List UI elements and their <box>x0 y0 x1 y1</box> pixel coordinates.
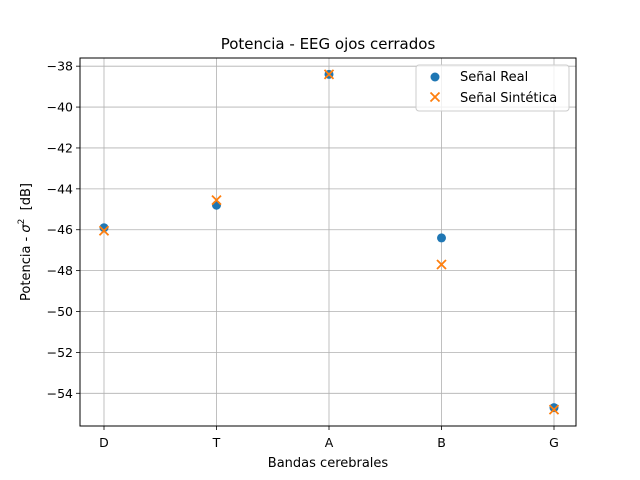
y-tick-label: −40 <box>47 100 73 115</box>
x-tick-label: D <box>99 435 109 450</box>
data-point-senal-sintetica <box>98 225 110 236</box>
y-axis-label-prefix: Potencia - <box>19 233 34 301</box>
y-axis-label: Potencia - σ2 [dB] <box>17 183 34 301</box>
y-axis-label-exponent: 2 <box>17 219 27 225</box>
data-point-senal-sintetica <box>211 194 222 206</box>
data-point-senal-real <box>99 223 109 233</box>
data-point-senal-sintetica <box>323 69 335 80</box>
y-tick-label: −38 <box>47 59 73 74</box>
legend-box <box>415 64 570 112</box>
legend-label-senal-real: Señal Real <box>460 70 528 85</box>
legend-marker-senal-sintetica <box>429 91 441 103</box>
y-tick-label: −44 <box>47 181 73 196</box>
x-tick-label: A <box>325 435 334 450</box>
y-tick-label: −50 <box>47 304 73 319</box>
legend: Señal Real Señal Sintética <box>415 64 570 112</box>
y-tick-label: −52 <box>47 345 73 360</box>
ticks-layer: D T A B G −38 −40 −42 −44 −46 −48 −50 −52 −54 <box>47 59 559 450</box>
y-tick-label: −54 <box>47 386 73 401</box>
y-tick-label: −46 <box>47 222 73 237</box>
points-layer <box>98 69 560 415</box>
x-tick-label: T <box>212 435 221 450</box>
x-tick-label: B <box>437 435 446 450</box>
legend-label-senal-sintetica: Señal Sintética <box>460 91 557 106</box>
data-point-senal-sintetica <box>548 404 560 415</box>
x-tick-label: G <box>549 435 559 450</box>
y-axis-label-unit: [dB] <box>19 183 34 219</box>
data-point-senal-real <box>549 403 559 413</box>
y-tick-label: −48 <box>47 263 73 278</box>
x-axis-label: Bandas cerebrales <box>268 456 389 471</box>
y-axis-label-sigma: σ <box>19 224 34 233</box>
data-point-senal-real <box>437 233 446 243</box>
grid-layer <box>80 58 576 426</box>
chart-title: Potencia - EEG ojos cerrados <box>221 35 436 53</box>
legend-marker-senal-real <box>430 72 440 82</box>
plot-frame <box>79 57 577 427</box>
data-point-senal-sintetica <box>436 259 447 270</box>
y-tick-label: −42 <box>47 140 73 155</box>
